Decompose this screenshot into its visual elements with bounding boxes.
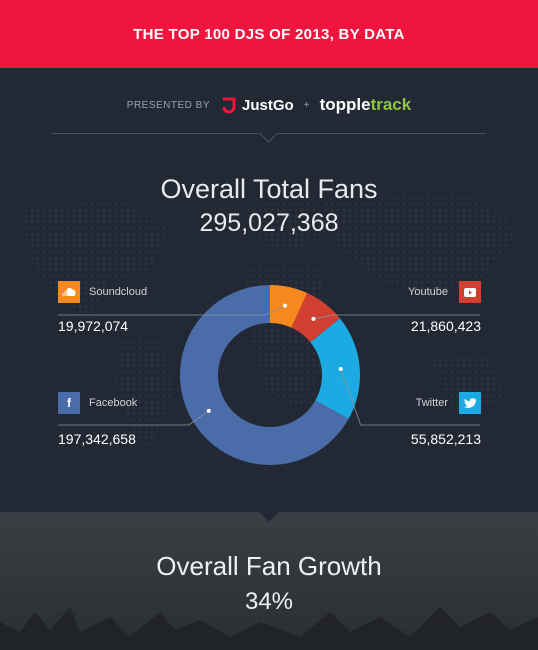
donut-slice-facebook xyxy=(179,285,349,465)
fans-donut-chart xyxy=(58,285,480,465)
header-banner: THE TOP 100 DJS OF 2013, BY DATA xyxy=(0,0,538,68)
slice-dot-facebook xyxy=(206,408,211,413)
slice-dot-soundcloud xyxy=(282,303,287,308)
justgo-wordmark: JustGo xyxy=(242,96,294,114)
page-title: THE TOP 100 DJS OF 2013, BY DATA xyxy=(133,25,405,43)
growth-panel xyxy=(0,512,538,650)
leader-line-facebook xyxy=(58,410,209,426)
total-fans-value: 295,027,368 xyxy=(199,209,339,237)
leader-line-soundcloud xyxy=(58,305,286,316)
youtube-icon xyxy=(459,281,481,303)
soundcloud-label: Soundcloud xyxy=(89,286,148,298)
twitter-value: 55,852,213 xyxy=(410,431,481,447)
total-fans-title: Overall Total Fans xyxy=(160,174,378,204)
toppletrack-wordmark-a: topple xyxy=(319,95,371,114)
soundcloud-value: 19,972,074 xyxy=(58,318,129,334)
donut-slice-soundcloud xyxy=(270,285,308,328)
twitter-icon xyxy=(459,392,481,414)
donut-slice-twitter xyxy=(310,318,360,419)
plus-sign: + xyxy=(303,99,310,111)
facebook-icon: f xyxy=(58,392,80,414)
facebook-label: Facebook xyxy=(89,397,138,409)
crowd-silhouette xyxy=(0,607,538,650)
leader-line-youtube xyxy=(313,314,480,320)
youtube-value: 21,860,423 xyxy=(410,318,481,334)
toppletrack-logo: toppletrack xyxy=(320,95,412,115)
twitter-label: Twitter xyxy=(415,397,448,409)
presented-by-row: PRESENTED BY JustGo + toppletrack xyxy=(0,95,538,115)
slice-dot-youtube xyxy=(311,316,316,321)
fan-growth-value: 34% xyxy=(244,588,294,615)
justgo-logo: JustGo xyxy=(220,96,294,114)
fan-growth-title: Overall Fan Growth xyxy=(156,551,382,581)
presented-by-label: PRESENTED BY xyxy=(126,99,211,111)
toppletrack-wordmark-b: track xyxy=(370,95,412,114)
youtube-label: Youtube xyxy=(408,286,448,298)
slice-dot-twitter xyxy=(338,366,343,371)
justgo-icon xyxy=(222,97,236,114)
soundcloud-icon xyxy=(58,281,80,303)
facebook-value: 197,342,658 xyxy=(58,431,136,447)
leader-line-twitter xyxy=(340,368,480,426)
donut-slice-youtube xyxy=(291,293,340,343)
